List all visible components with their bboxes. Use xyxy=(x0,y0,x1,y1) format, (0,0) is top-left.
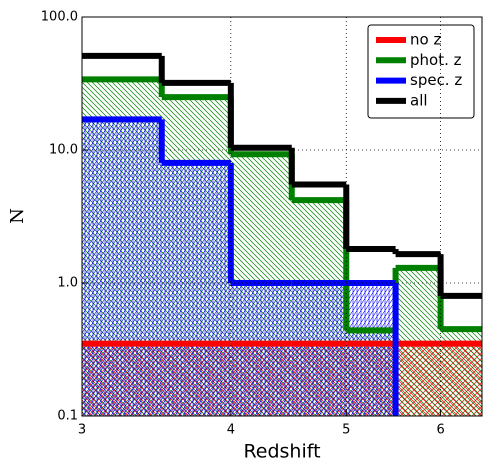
y-tick-label: 100.0 xyxy=(41,10,78,25)
y-axis-label: N xyxy=(7,208,28,224)
legend-label: phot. z xyxy=(410,51,462,69)
plot-area xyxy=(82,52,482,416)
y-tick-label: 0.1 xyxy=(57,409,78,424)
x-tick-label: 4 xyxy=(227,423,235,438)
legend-label: all xyxy=(410,91,428,109)
hatch-bar xyxy=(82,119,162,416)
legend-label: no z xyxy=(410,31,441,49)
hatch-bar xyxy=(161,162,231,416)
x-axis-label: Redshift xyxy=(243,441,320,463)
x-tick-label: 3 xyxy=(78,423,86,438)
legend-box xyxy=(367,24,475,119)
hatch-bar xyxy=(291,283,347,416)
legend-label: spec. z xyxy=(410,71,462,89)
hatch-bar xyxy=(230,283,292,416)
y-tick-label: 10.0 xyxy=(49,143,78,158)
x-tick-label: 5 xyxy=(342,423,350,438)
hatch-bar xyxy=(346,283,396,416)
hatch-bar xyxy=(395,267,441,416)
x-tick-label: 6 xyxy=(436,423,444,438)
y-tick-label: 1.0 xyxy=(57,276,78,291)
